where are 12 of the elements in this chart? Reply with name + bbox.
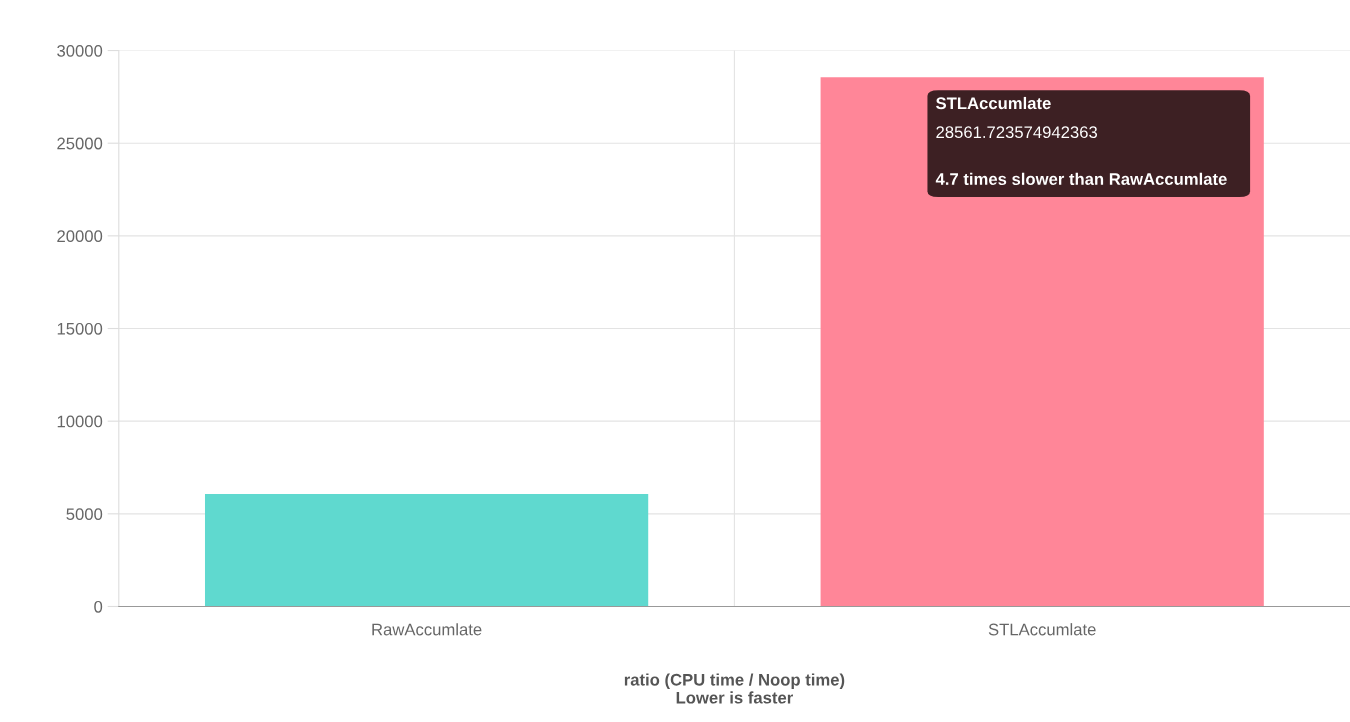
y-tick-label: 10000 [57,415,103,428]
y-tick-label: 20000 [57,230,103,243]
annotation: 28561.723574942363 [936,126,1098,139]
y-tick-label: 25000 [57,137,103,150]
annotation: 4.7 times slower than RawAccumlate [935,172,1227,185]
y-tick-label: 30000 [57,44,103,57]
x-tick-label: RawAccumlate [372,623,482,636]
y-tick-label: 0 [94,600,103,613]
x-axis-title: ratio (CPU time / Noop time) Lower is faster [624,673,845,704]
annotation: STLAccumlate [936,96,1051,110]
y-tick-label: 15000 [57,322,103,335]
y-tick-label: 5000 [66,508,103,521]
